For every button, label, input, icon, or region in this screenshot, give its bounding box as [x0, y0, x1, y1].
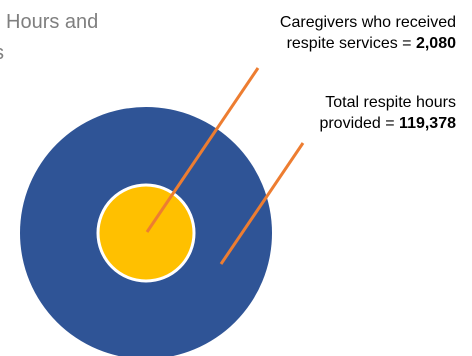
callout-hours-prefix: provided = — [319, 115, 400, 132]
callout-caregivers-prefix: respite services = — [286, 35, 416, 52]
callout-caregivers-value: 2,080 — [415, 35, 456, 52]
callout-caregivers-line-1: Caregivers who received — [279, 14, 456, 31]
callout-caregivers: Caregivers who received respite services… — [280, 12, 456, 54]
leader-line-hours — [219, 142, 305, 265]
chart-title-line-1: Hours and — [6, 11, 99, 33]
callout-hours: Total respite hours provided = 119,378 — [319, 92, 456, 134]
callout-hours-line-2: provided = 119,378 — [319, 113, 456, 134]
callout-hours-line-1: Total respite hours — [325, 94, 456, 111]
callout-hours-value: 119,378 — [399, 115, 456, 132]
inner-circle-caregivers — [96, 183, 196, 283]
chart-title-line-2: s — [0, 41, 4, 65]
leader-line-caregivers — [145, 67, 260, 233]
callout-caregivers-line-2: respite services = 2,080 — [280, 33, 456, 54]
